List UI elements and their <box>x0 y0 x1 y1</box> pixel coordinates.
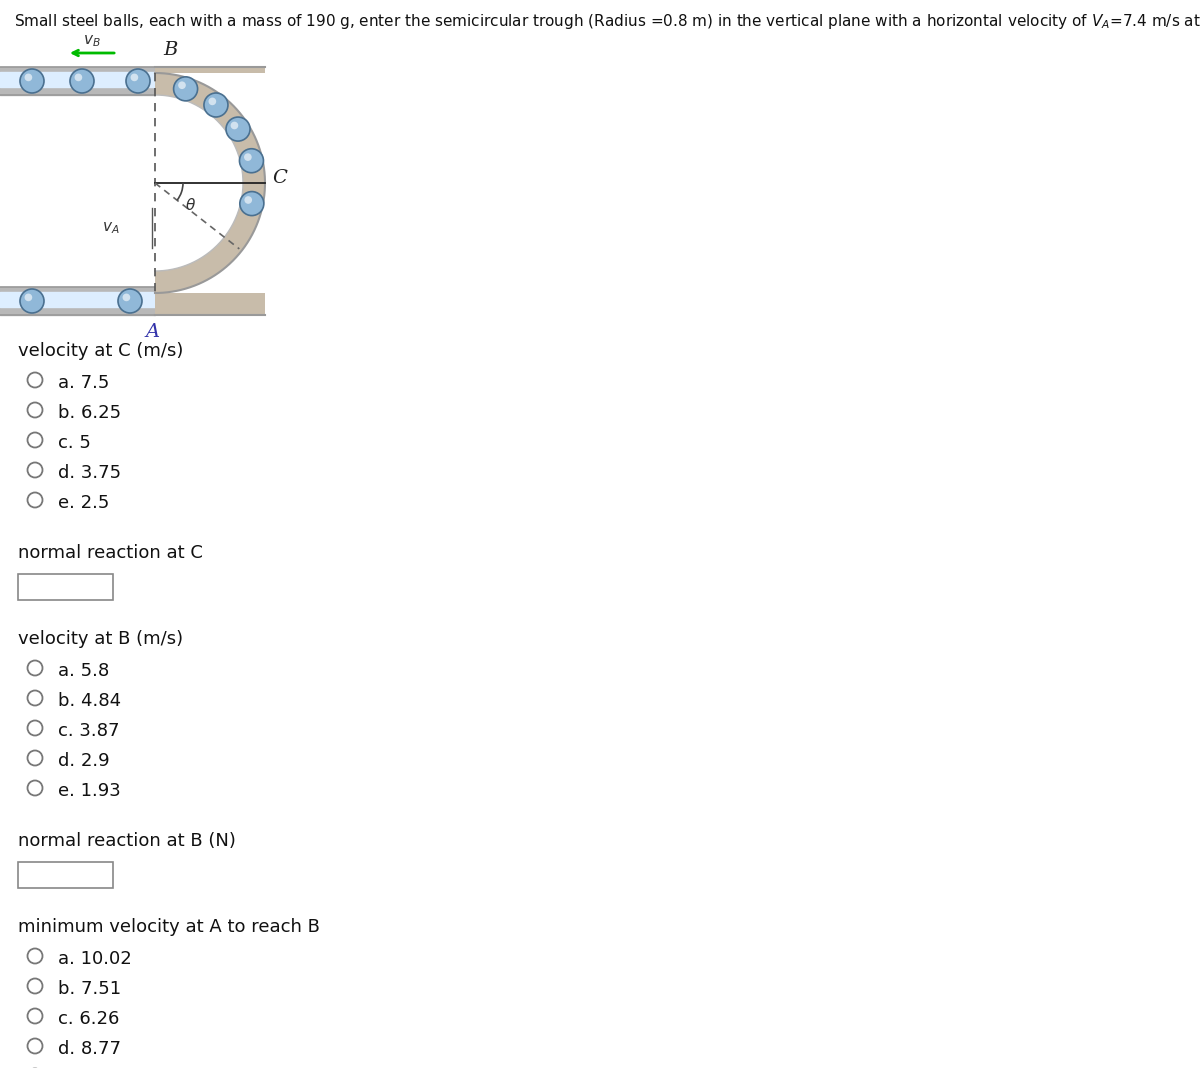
Circle shape <box>209 97 216 106</box>
Polygon shape <box>155 293 265 315</box>
Text: normal reaction at B (N): normal reaction at B (N) <box>18 832 236 850</box>
Text: e. 2.5: e. 2.5 <box>58 494 109 512</box>
Bar <box>18 862 113 888</box>
Circle shape <box>245 197 252 204</box>
Text: d. 3.75: d. 3.75 <box>58 464 121 482</box>
Circle shape <box>28 1008 42 1023</box>
Polygon shape <box>155 96 242 270</box>
Circle shape <box>74 74 83 81</box>
Circle shape <box>131 74 138 81</box>
Circle shape <box>28 433 42 447</box>
Text: B: B <box>163 41 178 59</box>
Circle shape <box>122 294 131 301</box>
Circle shape <box>28 492 42 507</box>
Circle shape <box>28 978 42 993</box>
Polygon shape <box>155 67 265 73</box>
Bar <box>18 574 113 600</box>
Circle shape <box>28 403 42 418</box>
Text: c. 5: c. 5 <box>58 434 91 452</box>
Circle shape <box>240 148 264 173</box>
Circle shape <box>28 660 42 675</box>
Circle shape <box>20 289 44 313</box>
Text: C: C <box>272 169 287 187</box>
Text: c. 6.26: c. 6.26 <box>58 1010 119 1028</box>
Circle shape <box>70 69 94 93</box>
Circle shape <box>24 74 32 81</box>
Text: A: A <box>146 323 160 341</box>
Text: velocity at B (m/s): velocity at B (m/s) <box>18 630 184 648</box>
Text: b. 4.84: b. 4.84 <box>58 692 121 710</box>
Circle shape <box>28 1038 42 1053</box>
Circle shape <box>28 462 42 477</box>
Text: d. 2.9: d. 2.9 <box>58 752 109 770</box>
Circle shape <box>28 373 42 388</box>
Text: d. 8.77: d. 8.77 <box>58 1040 121 1058</box>
Circle shape <box>118 289 142 313</box>
Circle shape <box>28 781 42 796</box>
Text: $v_B$: $v_B$ <box>83 33 101 49</box>
Text: e. 1.93: e. 1.93 <box>58 782 121 800</box>
Circle shape <box>28 751 42 766</box>
Text: normal reaction at C: normal reaction at C <box>18 544 203 562</box>
Text: $v_A$: $v_A$ <box>102 220 120 236</box>
Text: Small steel balls, each with a mass of 190 g, enter the semicircular trough (Rad: Small steel balls, each with a mass of 1… <box>14 12 1200 31</box>
Text: c. 3.87: c. 3.87 <box>58 722 120 740</box>
Circle shape <box>178 81 186 89</box>
Circle shape <box>126 69 150 93</box>
Circle shape <box>24 294 32 301</box>
Circle shape <box>204 93 228 117</box>
Circle shape <box>240 191 264 216</box>
Text: b. 6.25: b. 6.25 <box>58 404 121 422</box>
Circle shape <box>28 721 42 736</box>
Polygon shape <box>155 73 265 293</box>
Circle shape <box>174 77 198 100</box>
Text: a. 5.8: a. 5.8 <box>58 662 109 680</box>
Circle shape <box>226 117 250 141</box>
Circle shape <box>28 948 42 963</box>
Circle shape <box>20 69 44 93</box>
Text: $\theta$: $\theta$ <box>185 197 196 213</box>
Text: minimum velocity at A to reach B: minimum velocity at A to reach B <box>18 918 320 936</box>
Circle shape <box>28 691 42 706</box>
Circle shape <box>230 122 239 129</box>
Text: a. 10.02: a. 10.02 <box>58 951 132 968</box>
Text: velocity at C (m/s): velocity at C (m/s) <box>18 342 184 360</box>
Text: b. 7.51: b. 7.51 <box>58 980 121 998</box>
Circle shape <box>244 154 252 161</box>
Text: a. 7.5: a. 7.5 <box>58 374 109 392</box>
